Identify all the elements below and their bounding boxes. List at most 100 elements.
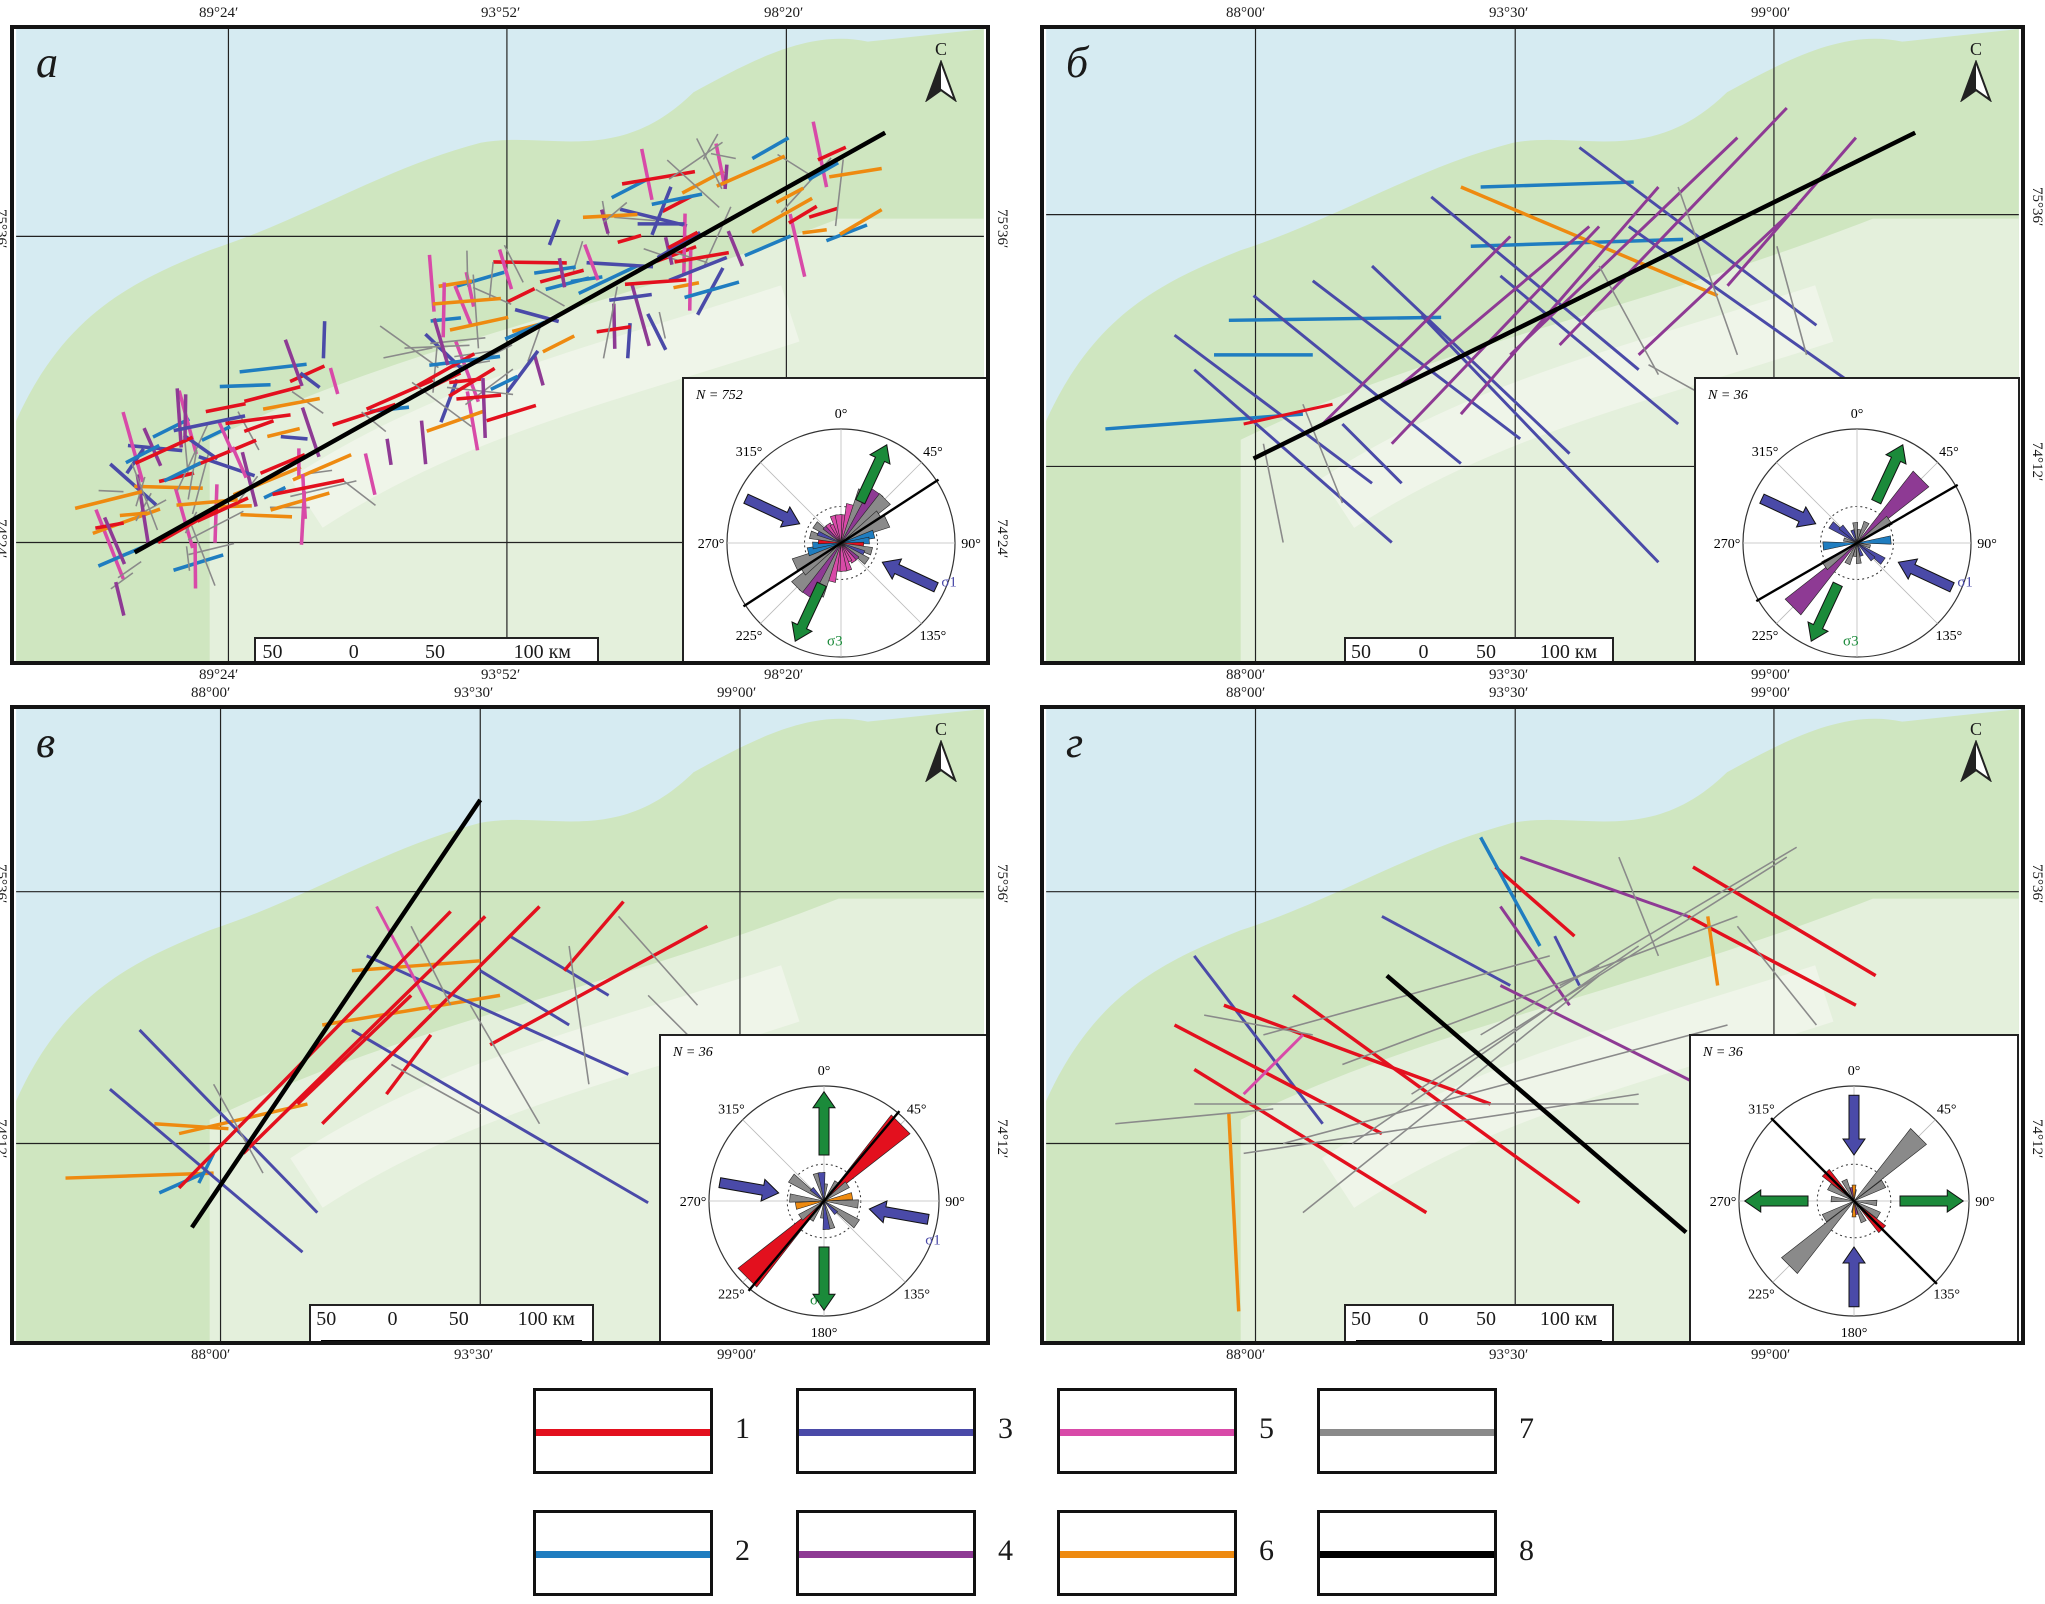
fault-line-type-1: [507, 287, 536, 304]
fault-line-type-7: [602, 201, 628, 223]
north-arrow: С: [916, 719, 966, 787]
rose-angle-label: 225°: [718, 1288, 745, 1303]
latitude-label: 75°36′: [2029, 864, 2045, 904]
scale-bar: 50 0 50 100 км: [309, 1304, 594, 1341]
fault-line-type-7: [290, 480, 357, 498]
fault-line-type-3: [1430, 195, 1640, 371]
fault-line-type-5: [497, 248, 514, 290]
fault-line-type-3: [125, 447, 145, 475]
scale-label: 50: [1351, 641, 1371, 663]
longitude-label: 88°00′: [191, 1347, 231, 1363]
longitude-label: 99°00′: [1751, 685, 1791, 701]
rose-axis-line: [1770, 1117, 1938, 1285]
fault-line-type-3: [650, 186, 673, 236]
legend-line: [536, 1429, 710, 1436]
rose-petal: [1856, 470, 1930, 544]
legend-line: [1060, 1429, 1234, 1436]
scale-label: 100 км: [513, 641, 571, 663]
fault-line-type-1: [1494, 865, 1576, 938]
fault-line-type-5: [811, 121, 829, 188]
fault-line-type-1: [486, 403, 537, 423]
rose-petal: [1844, 542, 1858, 566]
fault-line-type-3: [646, 313, 668, 351]
fault-line-type-6: [1706, 916, 1720, 986]
north-letter: С: [934, 719, 947, 739]
rose-petal: [1853, 1199, 1878, 1207]
rose-petal: [823, 1199, 859, 1209]
fault-line-type-6: [119, 511, 148, 518]
fault-line-type-1: [1223, 1003, 1492, 1106]
legend-number: 2: [735, 1534, 750, 1567]
fault-line-type-5: [453, 285, 473, 326]
fault-line-type-6: [240, 512, 293, 519]
rose-angle-label: 45°: [1939, 445, 1959, 460]
fault-line-type-7: [430, 337, 486, 345]
fault-line-type-4: [102, 516, 127, 565]
fault-line-type-3: [1252, 294, 1462, 465]
longitude-label: 89°24′: [199, 5, 239, 21]
scale-label: 50: [316, 1308, 337, 1330]
map-panel-d: г С 50 0 50 100 км 0° 45° 90° 135° 180° 225° 27…: [1040, 705, 2025, 1345]
fault-line-type-1: [624, 278, 687, 287]
fault-line-type-7: [527, 322, 543, 362]
north-arrow-icon: [1959, 739, 1993, 783]
sigma1-arrow: [718, 1177, 780, 1202]
latitude-label: 75°36′: [994, 864, 1010, 904]
fault-line-type-7: [696, 138, 723, 190]
fault-line-type-7: [383, 347, 433, 359]
latitude-label: 74°12′: [2029, 442, 2045, 482]
fault-line-type-3: [1193, 954, 1324, 1125]
legend-swatch-7: [1317, 1388, 1497, 1474]
fault-line-type-2: [1105, 412, 1304, 431]
rose-axis-line: [1755, 483, 1959, 603]
fault-line-type-4: [385, 438, 393, 466]
main-axis-line: [1252, 130, 1917, 461]
fault-line-type-6: [426, 409, 486, 433]
fault-line-type-5: [427, 254, 436, 312]
fault-line-type-7: [187, 449, 198, 500]
rose-petal: [1855, 542, 1862, 564]
longitude-label: 93°30′: [454, 685, 494, 701]
fault-line-type-7: [98, 489, 124, 493]
fault-line-type-2: [684, 280, 740, 300]
fault-line-type-6: [134, 484, 203, 490]
rose-petal: [1851, 1200, 1857, 1218]
fault-line-type-4: [432, 317, 450, 366]
sigma1-arrow: [1842, 1094, 1866, 1156]
fault-line-type-4: [1637, 205, 1798, 356]
fault-line-type-5: [328, 367, 340, 395]
rose-angle-label: 270°: [698, 537, 725, 552]
fault-line-type-4: [283, 339, 304, 387]
main-axis-line: [190, 798, 483, 1229]
fault-line-type-4: [1726, 136, 1858, 287]
fault-line-type-7: [117, 560, 142, 579]
scale-ruler: [1356, 1340, 1602, 1341]
sigma1-label: σ1: [1957, 574, 1973, 590]
main-axis-line: [1385, 973, 1688, 1235]
rose-angle-label: 270°: [1710, 1195, 1737, 1210]
fault-line-type-3: [321, 321, 327, 359]
fault-line-type-1: [296, 994, 413, 1106]
sigma1-arrow: [743, 493, 801, 528]
fault-line-type-1: [289, 364, 326, 384]
rose-petal: [1856, 520, 1870, 544]
scale-label: 50: [425, 641, 445, 663]
rose-angle-label: 180°: [1841, 1326, 1868, 1341]
fault-line-type-5: [217, 421, 234, 453]
fault-line-type-1: [1243, 402, 1333, 426]
fault-line-type-7: [379, 325, 439, 369]
fault-line-type-3: [586, 260, 654, 269]
sigma3-label: σ3: [1843, 634, 1859, 650]
fault-line-type-4: [1509, 136, 1739, 356]
rose-angle-label: 45°: [923, 445, 943, 460]
fault-line-type-7: [1559, 965, 1600, 987]
longitude-label: 99°00′: [1751, 5, 1791, 21]
fault-line-type-7: [469, 1004, 541, 1125]
scale-ruler: [321, 1340, 582, 1341]
rose-petal: [822, 1200, 831, 1231]
rose-angle-label: 0°: [1851, 407, 1864, 422]
fault-line-type-4: [135, 474, 151, 547]
legend-swatch-5: [1057, 1388, 1237, 1474]
sigma1-arrow: [868, 1200, 930, 1225]
